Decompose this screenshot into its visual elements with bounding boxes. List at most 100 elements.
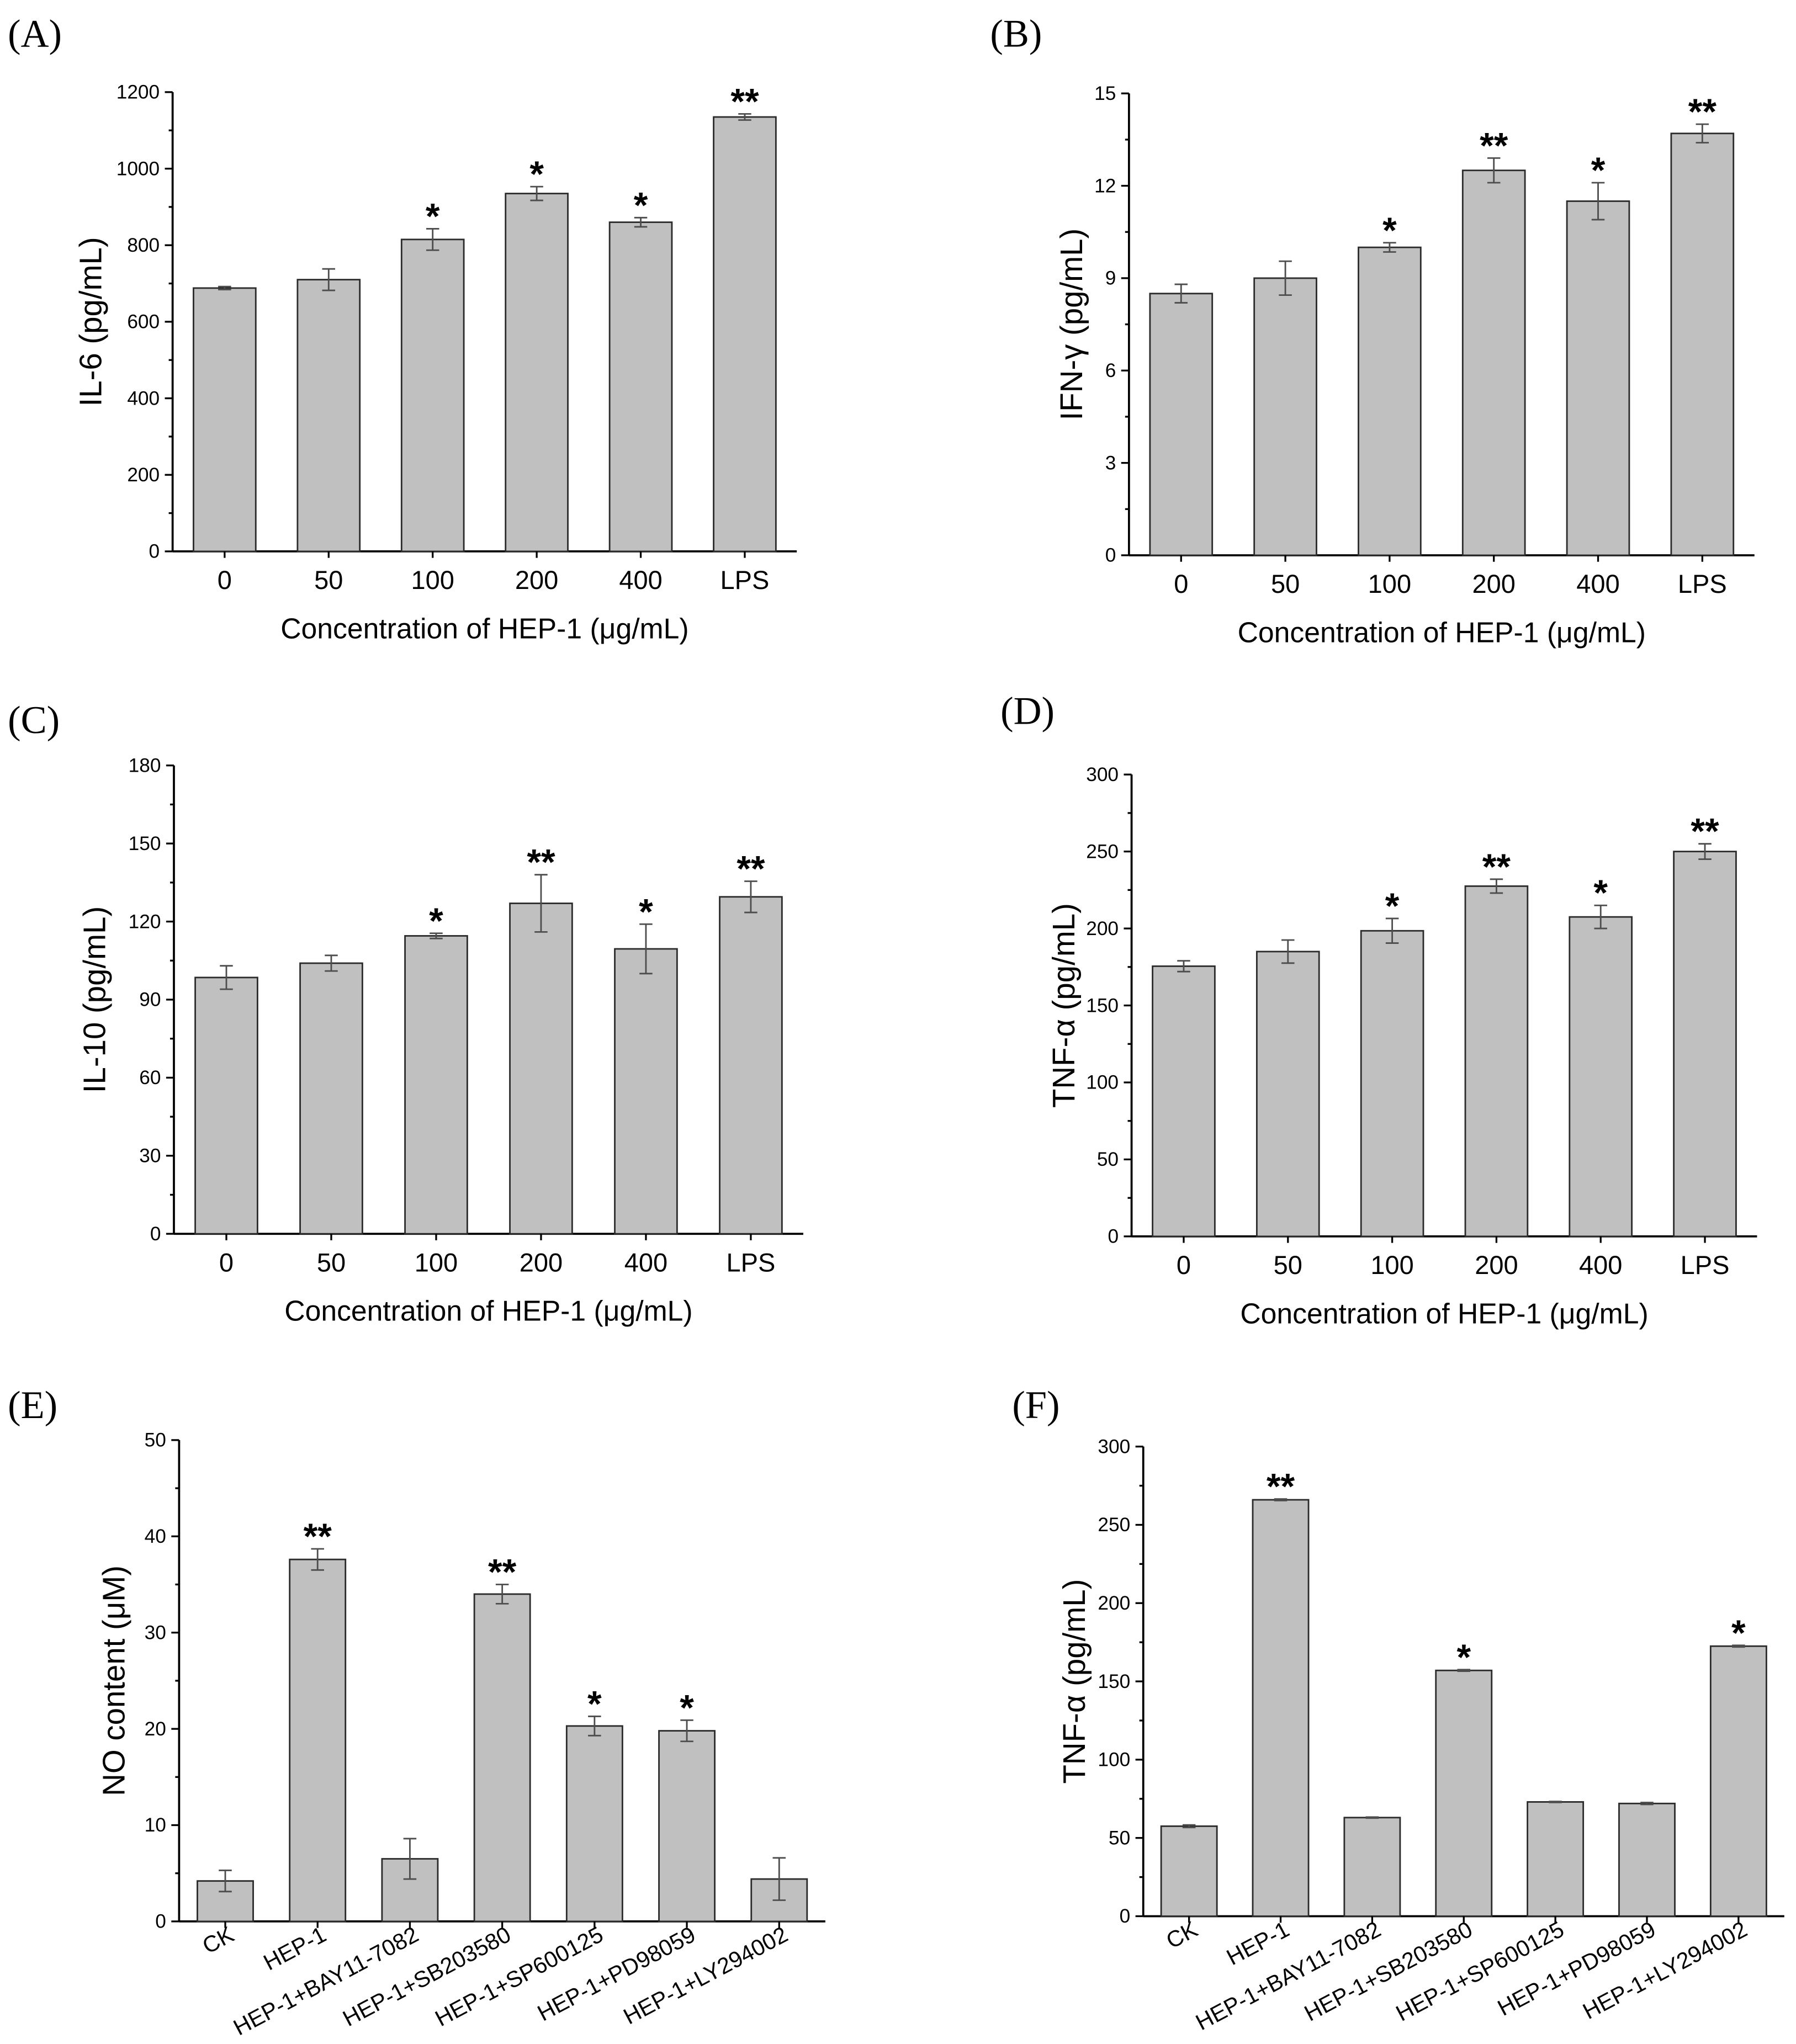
x-tick-label-A-5: LPS xyxy=(720,565,770,594)
bar-D-5 xyxy=(1673,851,1737,1238)
bar-D-2 xyxy=(1360,930,1424,1238)
errorbar-A-3 xyxy=(530,185,543,201)
x-tick-label-B-3: 200 xyxy=(1472,569,1515,598)
x-tick-label-F-4: HEP-1+SP600125 xyxy=(1392,1916,1568,2026)
errorbar-B-5 xyxy=(1696,123,1709,144)
significance-E-4: * xyxy=(587,1683,602,1724)
x-tick-label-A-1: 50 xyxy=(314,565,343,594)
y-tick-label-F-3: 150 xyxy=(1098,1671,1130,1692)
errorbar-B-3 xyxy=(1487,157,1501,184)
y-tick-label-F-5: 250 xyxy=(1098,1514,1130,1536)
errorbar-C-0 xyxy=(220,965,233,990)
errorbar-A-2 xyxy=(426,227,439,251)
y-tick-label-E-1: 10 xyxy=(145,1814,166,1836)
y-tick-label-A-4: 800 xyxy=(127,235,160,256)
significance-A-4: * xyxy=(634,184,648,225)
bar-F-3 xyxy=(1435,1669,1493,1917)
errorbar-F-5 xyxy=(1640,1802,1654,1806)
significance-B-4: * xyxy=(1591,150,1606,190)
bar-E-5 xyxy=(658,1730,716,1923)
x-tick-label-A-0: 0 xyxy=(218,565,232,594)
x-tick-label-F-6: HEP-1+LY294002 xyxy=(1578,1916,1751,2024)
significance-E-1: ** xyxy=(304,1516,332,1557)
x-tick-label-E-3: HEP-1+SB203580 xyxy=(338,1921,515,2031)
y-tick-label-A-5: 1000 xyxy=(116,158,160,179)
bar-F-0 xyxy=(1160,1825,1218,1917)
y-tick-label-D-1: 50 xyxy=(1097,1149,1119,1170)
errorbar-F-4 xyxy=(1549,1801,1562,1803)
errorbar-A-5 xyxy=(738,113,751,121)
y-tick-label-F-2: 100 xyxy=(1098,1749,1130,1771)
y-tick-label-A-0: 0 xyxy=(149,541,160,562)
y-tick-label-C-4: 120 xyxy=(129,911,161,932)
significance-C-2: * xyxy=(429,900,443,941)
bar-A-5 xyxy=(713,116,777,553)
y-tick-label-F-4: 200 xyxy=(1098,1592,1130,1614)
y-tick-label-C-3: 90 xyxy=(139,989,161,1011)
x-axis-title-B: Concentration of HEP-1 (μg/mL) xyxy=(1238,616,1646,648)
significance-C-4: * xyxy=(639,891,653,932)
panel-A: (A) 0 200 400 600 800 1000 1200 0 50 * 100 * 200 * 400 *… xyxy=(8,13,797,644)
bar-F-1 xyxy=(1252,1499,1310,1917)
bar-A-4 xyxy=(608,221,673,553)
errorbar-B-1 xyxy=(1279,260,1292,296)
x-tick-label-B-5: LPS xyxy=(1678,569,1727,598)
significance-B-2: * xyxy=(1382,210,1397,251)
y-tick-label-B-5: 15 xyxy=(1094,83,1116,104)
errorbar-E-2 xyxy=(403,1838,417,1880)
y-tick-label-D-3: 150 xyxy=(1086,995,1119,1016)
y-tick-label-E-0: 0 xyxy=(155,1911,166,1932)
y-tick-label-B-2: 6 xyxy=(1105,360,1116,381)
x-tick-label-D-0: 0 xyxy=(1177,1250,1191,1280)
y-tick-label-C-5: 150 xyxy=(129,833,161,854)
x-tick-label-B-0: 0 xyxy=(1174,569,1188,598)
errorbar-D-0 xyxy=(1177,960,1190,973)
panel-label-C: (C) xyxy=(8,699,60,742)
panel-label-D: (D) xyxy=(1000,690,1055,733)
significance-A-5: ** xyxy=(730,81,759,121)
panel-label-A: (A) xyxy=(8,13,62,56)
y-tick-label-B-4: 12 xyxy=(1094,175,1116,197)
bar-A-0 xyxy=(193,287,257,553)
y-tick-label-D-2: 100 xyxy=(1086,1072,1119,1093)
significance-B-3: ** xyxy=(1480,125,1508,166)
errorbar-E-0 xyxy=(219,1870,232,1893)
x-tick-label-E-1: HEP-1 xyxy=(259,1921,331,1975)
y-tick-label-C-2: 60 xyxy=(139,1067,161,1089)
errorbar-A-4 xyxy=(634,216,648,228)
y-axis-title-F: TNF-α (pg/mL) xyxy=(1057,1579,1092,1784)
significance-F-6: * xyxy=(1731,1612,1746,1653)
bar-B-4 xyxy=(1566,200,1630,556)
bar-D-0 xyxy=(1152,965,1216,1238)
errorbar-D-4 xyxy=(1594,904,1607,930)
panel-D: (D) 0 50 100 150 200 250 300 0 50 * 100 ** 200 * 400 ** L… xyxy=(1000,690,1757,1329)
significance-F-1: ** xyxy=(1267,1466,1295,1507)
bar-A-1 xyxy=(296,279,361,553)
panel-B: (B) 0 3 6 9 12 15 0 50 * 100 ** 200 * 400 ** LPS IFN-γ (p… xyxy=(990,13,1755,648)
errorbar-D-3 xyxy=(1490,878,1503,894)
errorbar-D-5 xyxy=(1698,843,1712,860)
bar-D-1 xyxy=(1255,951,1320,1238)
errorbar-C-2 xyxy=(430,932,443,939)
significance-A-3: * xyxy=(529,153,544,194)
bar-C-2 xyxy=(404,935,468,1235)
x-tick-label-C-2: 100 xyxy=(415,1247,458,1277)
y-axis-title-D: TNF-α (pg/mL) xyxy=(1046,903,1081,1108)
significance-B-5: ** xyxy=(1688,91,1717,132)
significance-D-2: * xyxy=(1385,885,1400,926)
x-axis-title-A: Concentration of HEP-1 (μg/mL) xyxy=(280,612,688,644)
significance-E-3: ** xyxy=(488,1552,517,1592)
errorbar-E-3 xyxy=(495,1584,509,1605)
x-tick-label-E-4: HEP-1+SP600125 xyxy=(431,1921,607,2031)
y-tick-label-E-3: 30 xyxy=(145,1622,166,1643)
errorbar-E-5 xyxy=(680,1719,693,1743)
x-tick-label-C-5: LPS xyxy=(727,1247,776,1277)
errorbar-A-0 xyxy=(218,285,231,291)
significance-D-4: * xyxy=(1593,872,1608,913)
y-tick-label-A-3: 600 xyxy=(127,311,160,333)
x-tick-label-B-2: 100 xyxy=(1368,569,1411,598)
significance-D-5: ** xyxy=(1691,811,1719,852)
x-tick-label-E-5: HEP-1+PD98059 xyxy=(533,1921,700,2026)
significance-E-5: * xyxy=(680,1687,694,1728)
